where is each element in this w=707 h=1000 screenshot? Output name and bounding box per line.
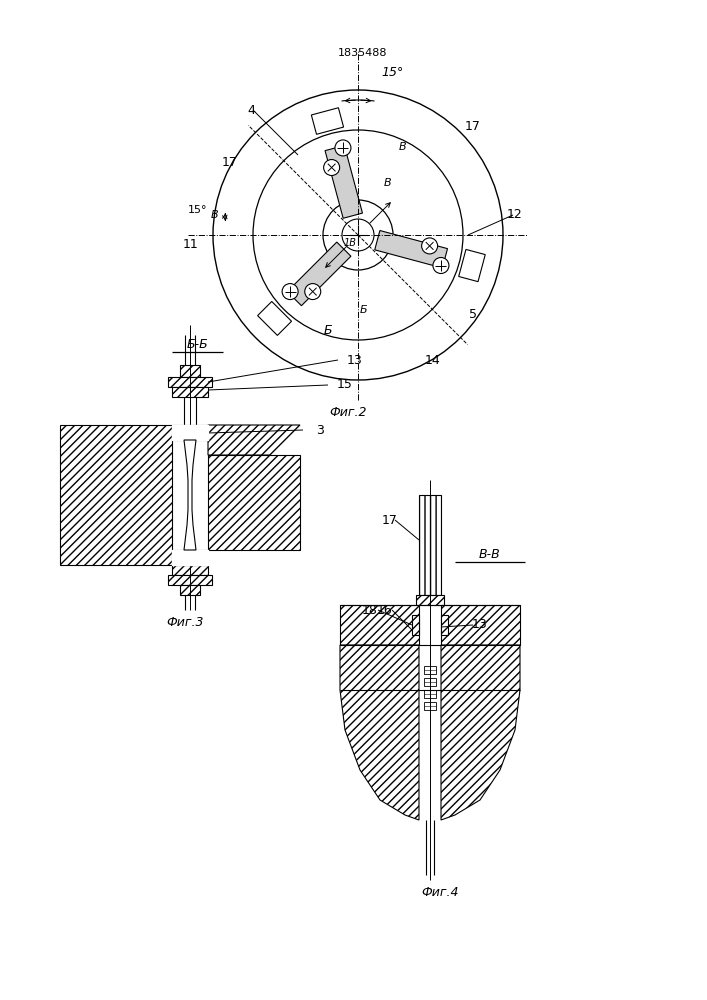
Text: Б-Б: Б-Б bbox=[187, 338, 209, 352]
Text: 11: 11 bbox=[183, 238, 199, 251]
Bar bbox=[424, 678, 436, 686]
Text: Фиг.4: Фиг.4 bbox=[421, 886, 459, 898]
Polygon shape bbox=[419, 495, 441, 595]
Text: 15°: 15° bbox=[382, 66, 404, 79]
Polygon shape bbox=[325, 145, 363, 218]
Polygon shape bbox=[257, 301, 291, 335]
Text: 12: 12 bbox=[507, 209, 523, 222]
Text: 14: 14 bbox=[425, 354, 441, 366]
Text: 17: 17 bbox=[222, 156, 238, 169]
Bar bbox=[424, 702, 436, 710]
Text: 1835488: 1835488 bbox=[338, 48, 387, 58]
Polygon shape bbox=[459, 249, 485, 282]
Circle shape bbox=[324, 160, 339, 176]
Polygon shape bbox=[412, 615, 419, 635]
Text: 13: 13 bbox=[347, 354, 363, 366]
Circle shape bbox=[213, 90, 503, 380]
Text: 4: 4 bbox=[247, 104, 255, 116]
Text: Фиг.3: Фиг.3 bbox=[166, 616, 204, 630]
Text: 1В: 1В bbox=[344, 238, 356, 248]
Text: В: В bbox=[399, 142, 407, 152]
Polygon shape bbox=[340, 605, 419, 645]
Text: 15°: 15° bbox=[188, 205, 208, 215]
Text: 17: 17 bbox=[465, 120, 481, 133]
Text: 16: 16 bbox=[377, 603, 393, 616]
Text: 5: 5 bbox=[469, 308, 477, 322]
Polygon shape bbox=[441, 645, 520, 820]
Polygon shape bbox=[60, 425, 172, 565]
Circle shape bbox=[421, 238, 438, 254]
Text: 15: 15 bbox=[337, 378, 353, 391]
Polygon shape bbox=[287, 242, 351, 306]
Polygon shape bbox=[172, 387, 208, 397]
Polygon shape bbox=[168, 377, 212, 387]
Polygon shape bbox=[184, 440, 196, 550]
Text: Б: Б bbox=[359, 305, 367, 315]
Text: В-В: В-В bbox=[479, 548, 501, 562]
Text: Фиг.2: Фиг.2 bbox=[329, 406, 367, 420]
Text: В: В bbox=[211, 210, 218, 220]
Polygon shape bbox=[180, 365, 200, 377]
Circle shape bbox=[335, 140, 351, 156]
Polygon shape bbox=[172, 565, 208, 575]
Circle shape bbox=[433, 258, 449, 274]
Text: 17: 17 bbox=[382, 514, 398, 526]
Text: 3: 3 bbox=[316, 424, 324, 436]
Text: 18: 18 bbox=[362, 603, 378, 616]
Polygon shape bbox=[208, 455, 300, 550]
Polygon shape bbox=[441, 615, 448, 635]
Polygon shape bbox=[416, 595, 444, 605]
Bar bbox=[424, 690, 436, 698]
Text: 13: 13 bbox=[472, 618, 488, 632]
Circle shape bbox=[342, 219, 374, 251]
Polygon shape bbox=[340, 645, 419, 820]
Circle shape bbox=[282, 284, 298, 300]
Polygon shape bbox=[375, 231, 448, 268]
Circle shape bbox=[305, 284, 321, 300]
Text: В: В bbox=[384, 178, 392, 188]
Circle shape bbox=[253, 130, 463, 340]
Bar bbox=[424, 666, 436, 674]
Polygon shape bbox=[180, 585, 200, 595]
Polygon shape bbox=[441, 605, 520, 645]
Circle shape bbox=[323, 200, 393, 270]
Text: Б: Б bbox=[324, 324, 332, 336]
Polygon shape bbox=[311, 108, 344, 134]
Polygon shape bbox=[208, 425, 300, 455]
Polygon shape bbox=[168, 575, 212, 585]
